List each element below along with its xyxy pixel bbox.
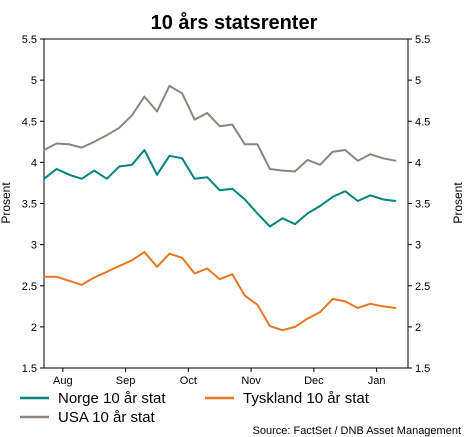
y-axis-label-right: Prosent [451,182,465,224]
y-tick-label-right: 1.5 [415,363,430,375]
x-tick-label: Sep [116,375,136,387]
y-tick-label-right: 3 [415,240,421,252]
legend-label-tyskland: Tyskland 10 år stat [243,390,370,407]
legend-label-usa: USA 10 år stat [58,409,156,426]
y-tick-label-right: 5.5 [415,34,430,46]
x-tick-label: Aug [53,375,73,387]
plot-area [43,38,409,369]
series-line-norge [43,149,397,228]
x-tick-label: Nov [241,375,261,387]
series-line-usa [43,84,397,173]
x-tick-label: Dec [304,375,324,387]
y-tick-label-left: 3 [31,240,37,252]
y-tick-label-left: 5.5 [22,34,37,46]
y-tick-label-left: 5 [31,75,37,87]
y-tick-label-left: 2.5 [22,281,37,293]
axes: 1.5 1.5 2 2 2.5 2.5 3 3 3.5 3.5 4 4 4.5 4.5 5 5 5.5 5.5 Au… [22,34,431,387]
y-tick-label-left: 4.5 [22,116,37,128]
y-tick-label-left: 2 [31,322,37,334]
x-tick-label: Jan [368,375,386,387]
y-tick-label-right: 4 [415,157,421,169]
legend: Norge 10 år stat Tyskland 10 år stat USA… [20,390,370,426]
x-tick-label: Oct [180,375,197,387]
source-note: Source: FactSet / DNB Asset Management [253,425,461,437]
y-tick-label-right: 2 [415,322,421,334]
y-tick-label-left: 4 [31,157,37,169]
y-axis-label-left: Prosent [0,182,13,224]
chart-title: 10 års statsrenter [151,11,318,34]
y-tick-label-left: 3.5 [22,199,37,211]
series-line-tyskland [43,251,397,332]
y-tick-label-left: 1.5 [22,363,37,375]
y-tick-label-right: 2.5 [415,281,430,293]
y-tick-label-right: 3.5 [415,199,430,211]
series-lines [43,84,397,332]
y-tick-label-right: 4.5 [415,116,430,128]
y-tick-label-right: 5 [415,75,421,87]
legend-label-norge: Norge 10 år stat [58,390,166,407]
